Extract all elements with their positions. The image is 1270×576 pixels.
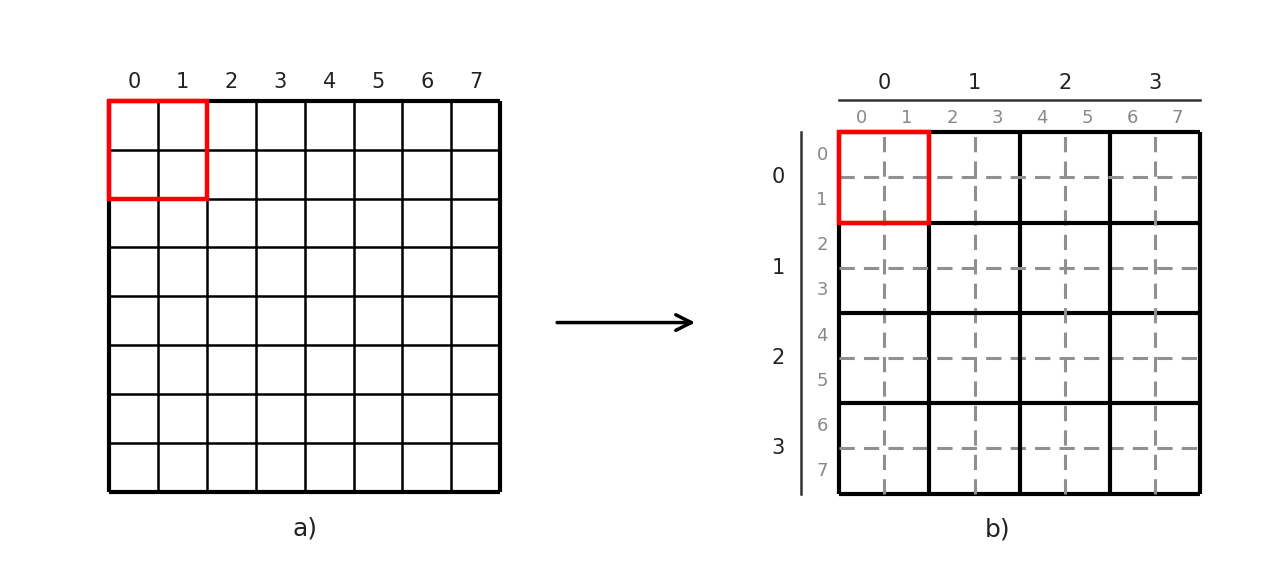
Text: 2: 2 <box>946 109 958 127</box>
Text: 5: 5 <box>817 372 828 390</box>
Text: 0: 0 <box>817 146 828 164</box>
Bar <box>109 101 207 199</box>
Text: 1: 1 <box>817 191 828 209</box>
Text: a): a) <box>292 517 318 541</box>
Text: 7: 7 <box>1172 109 1184 127</box>
Text: 0: 0 <box>878 73 890 93</box>
Text: 1: 1 <box>902 109 912 127</box>
Text: 3: 3 <box>274 72 287 92</box>
Text: 3: 3 <box>817 281 828 300</box>
Text: 1: 1 <box>968 73 982 93</box>
Text: 5: 5 <box>371 72 385 92</box>
Text: 7: 7 <box>817 462 828 480</box>
Text: 3: 3 <box>771 438 785 458</box>
Text: 2: 2 <box>817 236 828 254</box>
Bar <box>839 132 930 223</box>
Text: 6: 6 <box>817 417 828 435</box>
Text: 2: 2 <box>771 348 785 368</box>
Text: 0: 0 <box>856 109 867 127</box>
Text: 1: 1 <box>177 72 189 92</box>
Text: b): b) <box>984 517 1010 541</box>
Text: 2: 2 <box>225 72 239 92</box>
Text: 2: 2 <box>1058 73 1072 93</box>
Text: 3: 3 <box>992 109 1003 127</box>
Text: 3: 3 <box>1148 73 1162 93</box>
Text: 4: 4 <box>323 72 335 92</box>
Text: 6: 6 <box>420 72 433 92</box>
Text: 0: 0 <box>127 72 141 92</box>
Text: 7: 7 <box>469 72 483 92</box>
Text: 4: 4 <box>817 327 828 344</box>
Text: 5: 5 <box>1082 109 1093 127</box>
Text: 0: 0 <box>771 168 785 188</box>
Text: 6: 6 <box>1126 109 1138 127</box>
Text: 4: 4 <box>1036 109 1048 127</box>
Text: 1: 1 <box>771 258 785 278</box>
